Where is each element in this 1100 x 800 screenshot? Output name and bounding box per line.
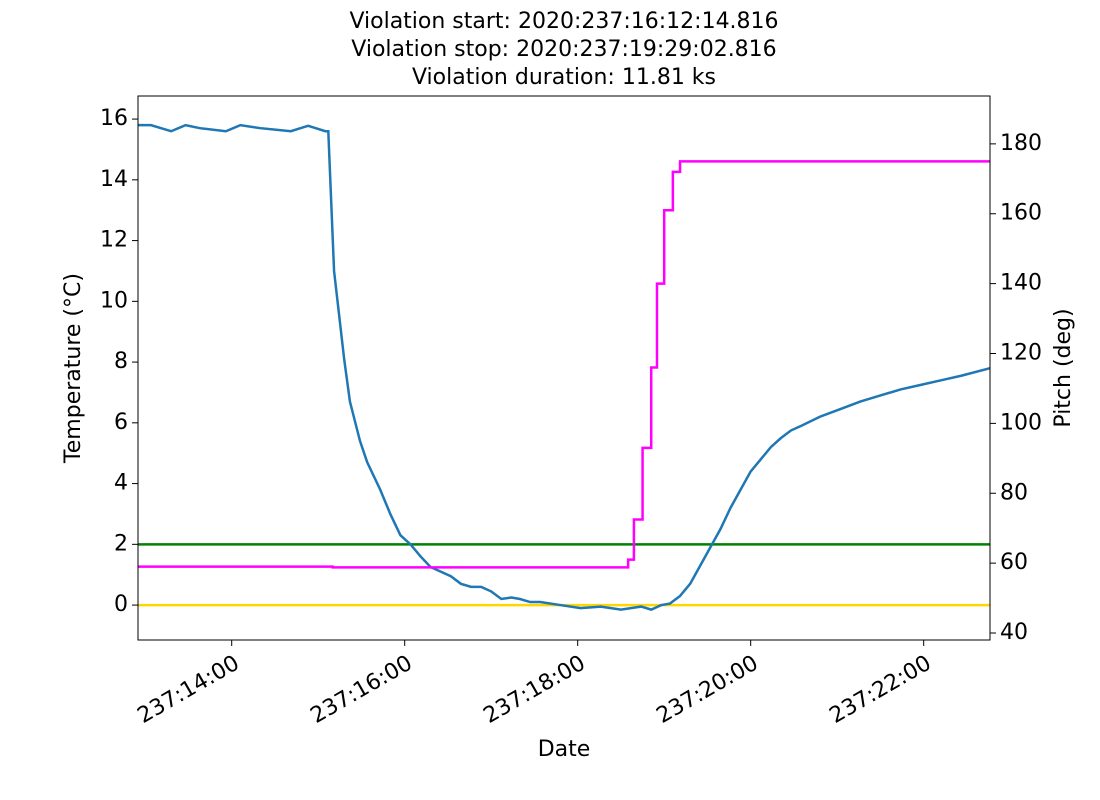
x-tick-label: 237:16:00 [307,651,417,729]
y-tick-label: 10 [100,288,128,313]
y2-tick-label: 60 [1000,550,1028,575]
y2-tick-label: 100 [1000,410,1042,435]
y-tick-label: 12 [100,228,128,253]
y-tick-label: 6 [114,410,128,435]
title-line: Violation duration: 11.81 ks [412,65,716,90]
title-line: Violation stop: 2020:237:19:29:02.816 [351,37,776,62]
y2-axis-label: Pitch (deg) [1051,308,1076,427]
y2-tick-label: 40 [1000,620,1028,645]
y2-tick-label: 80 [1000,480,1028,505]
title-line: Violation start: 2020:237:16:12:14.816 [349,9,778,34]
y2-tick-label: 180 [1000,131,1042,156]
series-line [138,160,990,569]
y-tick-label: 8 [114,349,128,374]
x-tick-label: 237:22:00 [825,651,935,729]
plot-frame [137,95,991,641]
x-tick-label: 237:14:00 [134,651,244,729]
x-axis-label: Date [538,737,591,762]
y-tick-label: 4 [114,471,128,496]
x-tick-label: 237:18:00 [479,651,589,729]
y-tick-label: 16 [100,106,128,131]
series-line [138,123,991,611]
y2-tick-label: 120 [1000,341,1042,366]
y-axis-label: Temperature (°C) [61,273,86,464]
y2-tick-label: 160 [1000,201,1042,226]
x-tick-label: 237:20:00 [652,651,762,729]
y-tick-label: 14 [100,167,128,192]
y-tick-label: 2 [114,531,128,556]
y2-tick-label: 140 [1000,271,1042,296]
y-tick-label: 0 [114,592,128,617]
